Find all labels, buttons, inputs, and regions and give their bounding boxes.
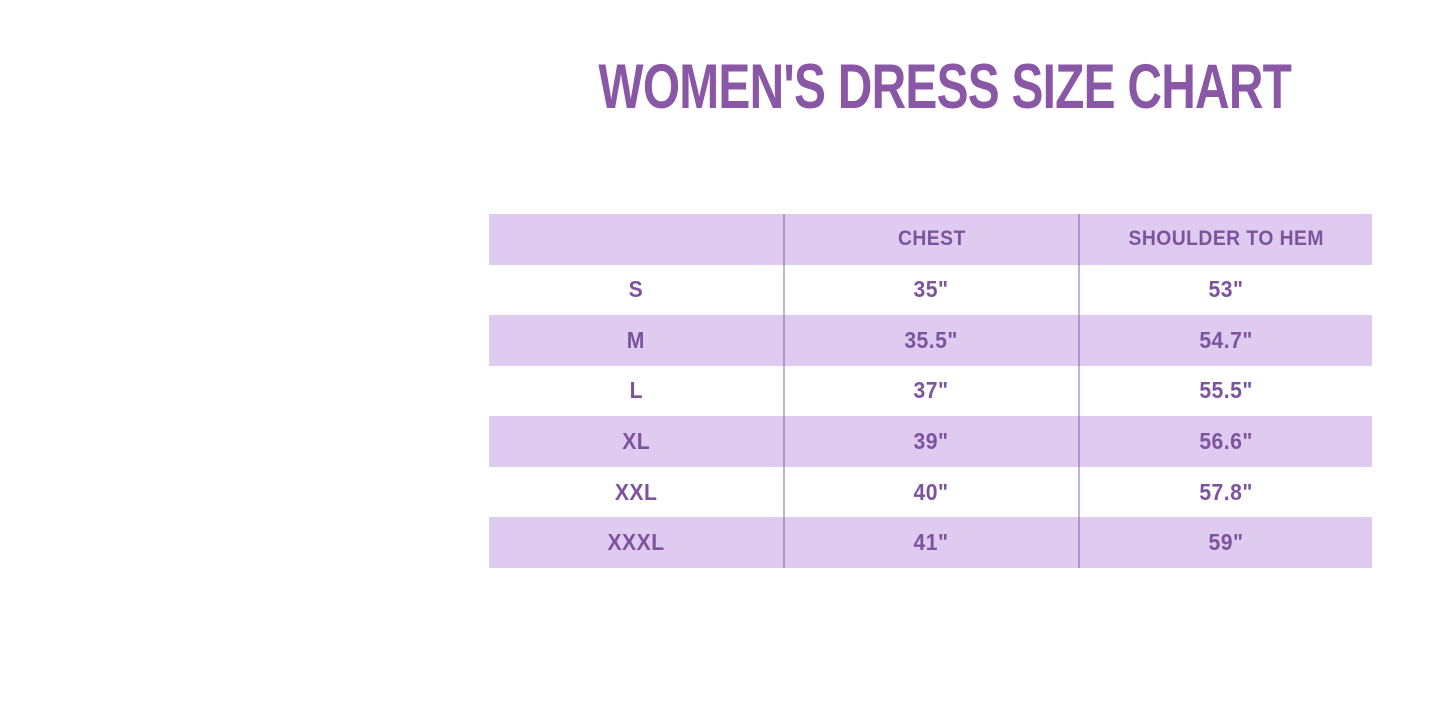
shoulder-to-hem-value-cell: 57.8" [1077, 466, 1372, 518]
table-row-xl: XL 39" 56.6" [489, 416, 1372, 467]
size-label: M [627, 326, 646, 353]
table-header-row: CHEST SHOULDER TO HEM [489, 214, 1372, 265]
size-label: XL [622, 428, 651, 455]
size-chart-table: CHEST SHOULDER TO HEM S 35" 53" M 35.5" … [489, 214, 1372, 568]
chest-value-cell: 40" [783, 466, 1077, 518]
size-label-cell: S [489, 265, 783, 316]
shoulder-to-hem-value: 53" [1208, 276, 1244, 303]
size-label-cell: XXXL [489, 517, 783, 568]
shoulder-to-hem-value-cell: 53" [1077, 264, 1372, 316]
chest-value-cell: 39" [783, 416, 1077, 467]
shoulder-to-hem-value: 56.6" [1199, 428, 1253, 455]
chest-value: 40" [914, 478, 949, 505]
table-row-xxl: XXL 40" 57.8" [489, 466, 1372, 518]
shoulder-to-hem-value: 55.5" [1199, 377, 1253, 404]
shoulder-to-hem-value: 54.7" [1199, 326, 1253, 353]
header-cell-size [489, 214, 783, 265]
shoulder-to-hem-value-cell: 59" [1077, 517, 1372, 568]
chest-value-cell: 41" [783, 517, 1077, 568]
chest-value-cell: 37" [783, 365, 1077, 417]
chest-value-cell: 35" [783, 264, 1077, 316]
size-label-cell: XL [489, 416, 783, 467]
page-title-container: WOMEN'S DRESS SIZE CHART [489, 52, 1292, 122]
header-cell-chest: CHEST [783, 214, 1077, 265]
table-row-m: M 35.5" 54.7" [489, 315, 1372, 366]
page-title: WOMEN'S DRESS SIZE CHART [598, 52, 1292, 122]
shoulder-to-hem-value: 57.8" [1199, 478, 1253, 505]
table-row-s: S 35" 53" [489, 264, 1372, 316]
table-row-xxxl: XXXL 41" 59" [489, 517, 1372, 568]
header-cell-shoulder-to-hem: SHOULDER TO HEM [1077, 214, 1372, 265]
size-label: L [629, 377, 643, 404]
size-label-cell: L [489, 366, 783, 417]
chest-value: 37" [914, 377, 949, 404]
shoulder-to-hem-value-cell: 56.6" [1077, 416, 1372, 467]
chest-value: 41" [914, 529, 949, 556]
chest-value: 35" [914, 276, 949, 303]
size-label-cell: M [489, 315, 783, 366]
header-label-shoulder-to-hem: SHOULDER TO HEM [1128, 227, 1324, 251]
shoulder-to-hem-value: 59" [1208, 529, 1244, 556]
chest-value-cell: 35.5" [783, 315, 1077, 366]
chest-value: 39" [914, 428, 949, 455]
size-label-cell: XXL [489, 467, 783, 518]
table-row-l: L 37" 55.5" [489, 365, 1372, 417]
size-label: XXXL [607, 529, 665, 556]
header-label-chest: CHEST [897, 227, 966, 251]
shoulder-to-hem-value-cell: 54.7" [1077, 315, 1372, 366]
size-label: S [628, 276, 644, 303]
shoulder-to-hem-value-cell: 55.5" [1077, 365, 1372, 417]
chest-value: 35.5" [904, 326, 959, 353]
size-label: XXL [614, 478, 658, 505]
